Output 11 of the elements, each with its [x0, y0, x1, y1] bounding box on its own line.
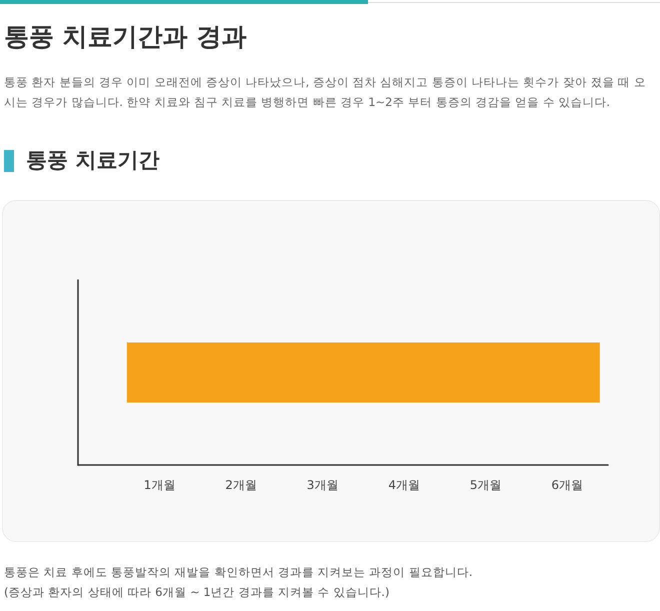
x-tick-label: 2개월: [225, 478, 257, 492]
x-tick-label: 4개월: [388, 478, 420, 492]
chart-title: 통풍 치료기간과 경과: [4, 21, 246, 53]
text: 통풍 환자 분들의 경우 이미 오래전에 증상이 나타났으나, 증상이 점차 심해지고 통증이 나타나는 횟수가 잦아 졌을 때 오시는 경우가 많습니다. 한약 치료와 침구 치료를 병행하면 빠른 경우 1~2주 부터 통증의 경감을 얻을 수 있습니다.: [4, 74, 647, 111]
text: 통풍은 치료 후에도 통풍발작의 재발을 확인하면서 경과를 지켜보는 과정이 필요합니다.: [4, 564, 473, 581]
x-tick-label: 6개월: [551, 478, 584, 492]
x-tick-label: 5개월: [470, 478, 502, 492]
x-tick-label: 1개월: [144, 478, 176, 492]
x-tick-label: 3개월: [306, 478, 338, 492]
chart-subtitle: 통풍 치료기간: [26, 147, 160, 174]
text: (증상과 환자의 상태에 따라 6개월 ~ 1년간 경과를 지켜볼 수 있습니다.): [4, 584, 390, 601]
